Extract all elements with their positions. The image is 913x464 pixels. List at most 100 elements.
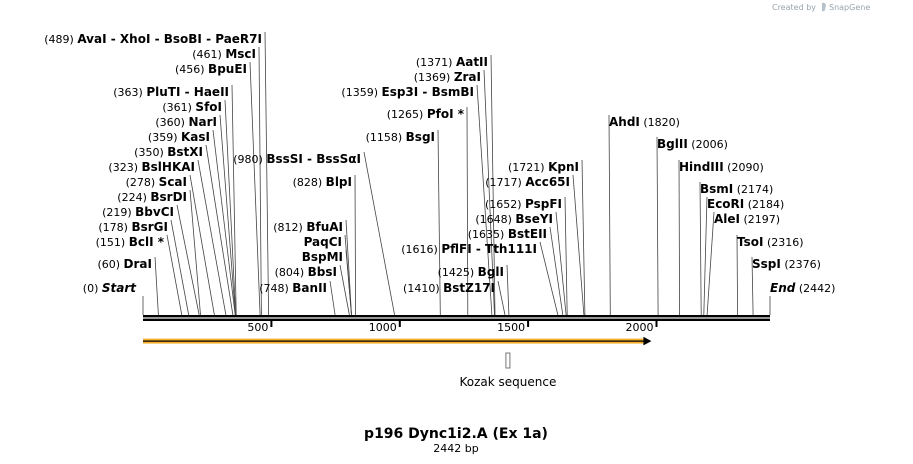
- enzyme-name[interactable]: BglI: [478, 265, 504, 279]
- site-label[interactable]: (748) BanII: [259, 281, 327, 295]
- site-label[interactable]: SspI (2376): [752, 257, 821, 271]
- enzyme-name[interactable]: BfuAI: [306, 220, 343, 234]
- site-label[interactable]: (804) BbsI: [275, 265, 337, 279]
- enzyme-name[interactable]: BstEII: [508, 227, 547, 241]
- site-label[interactable]: (1265) PfoI *: [387, 107, 465, 121]
- enzyme-name[interactable]: - BssSαI: [303, 152, 361, 166]
- site-label[interactable]: PaqCI: [304, 235, 342, 249]
- site-label[interactable]: (828) BlpI: [293, 175, 352, 189]
- enzyme-name[interactable]: BstXI: [167, 145, 203, 159]
- enzyme-name[interactable]: Esp3I: [382, 85, 419, 99]
- enzyme-name[interactable]: KasI: [181, 130, 210, 144]
- site-label[interactable]: (360) NarI: [155, 115, 217, 129]
- site-label[interactable]: AhdI (1820): [609, 115, 680, 129]
- site-label[interactable]: AleI (2197): [714, 212, 780, 226]
- site-label[interactable]: (1425) BglI: [438, 265, 504, 279]
- orf-arrow[interactable]: [143, 336, 652, 346]
- site-label[interactable]: (361) SfoI: [162, 100, 222, 114]
- site-label[interactable]: (363) PluTI - HaeII: [113, 85, 229, 99]
- site-label[interactable]: (1648) BseYI: [475, 212, 553, 226]
- site-label[interactable]: (1721) KpnI: [508, 160, 579, 174]
- site-label[interactable]: EcoRI (2184): [707, 197, 784, 211]
- enzyme-name[interactable]: BseYI: [515, 212, 553, 226]
- enzyme-name[interactable]: BglII: [657, 137, 688, 151]
- enzyme-name[interactable]: BsrGI: [131, 220, 168, 234]
- site-label[interactable]: (980) BssSI - BssSαI: [233, 152, 361, 166]
- enzyme-name[interactable]: AatII: [456, 55, 488, 69]
- enzyme-name[interactable]: AvaI: [77, 32, 106, 46]
- enzyme-name[interactable]: - HaeII: [180, 85, 229, 99]
- enzyme-name[interactable]: AleI: [714, 212, 740, 226]
- enzyme-name[interactable]: End: [770, 281, 796, 295]
- enzyme-name[interactable]: - BsoBI: [150, 32, 201, 46]
- enzyme-name[interactable]: PflFI: [441, 242, 471, 256]
- site-label[interactable]: (219) BbvCI: [102, 205, 174, 219]
- enzyme-name[interactable]: BspMI: [302, 250, 343, 264]
- enzyme-name[interactable]: BsrDI: [150, 190, 187, 204]
- site-label[interactable]: (224) BsrDI: [117, 190, 187, 204]
- site-label[interactable]: (1359) Esp3I - BsmBI: [341, 85, 474, 99]
- site-label[interactable]: (1158) BsgI: [366, 130, 435, 144]
- enzyme-name[interactable]: BbsI: [308, 265, 337, 279]
- enzyme-name[interactable]: DraI: [124, 257, 152, 271]
- site-label[interactable]: (323) BslHKAI: [108, 160, 195, 174]
- enzyme-name[interactable]: BslHKAI: [142, 160, 196, 174]
- enzyme-name[interactable]: PluTI: [146, 85, 180, 99]
- enzyme-name[interactable]: - PaeR7I: [202, 32, 262, 46]
- enzyme-name[interactable]: PfoI *: [427, 107, 465, 121]
- enzyme-name[interactable]: PaqCI: [304, 235, 342, 249]
- site-label[interactable]: (350) BstXI: [134, 145, 203, 159]
- site-label[interactable]: (1369) ZraI: [414, 70, 481, 84]
- enzyme-name[interactable]: - XhoI: [107, 32, 151, 46]
- site-label[interactable]: BsmI (2174): [700, 182, 773, 196]
- site-label[interactable]: (178) BsrGI: [98, 220, 168, 234]
- kozak-feature[interactable]: [505, 352, 511, 369]
- enzyme-name[interactable]: HindIII: [679, 160, 724, 174]
- site-label[interactable]: (812) BfuAI: [273, 220, 343, 234]
- enzyme-name[interactable]: TsoI: [737, 235, 763, 249]
- site-label[interactable]: (0) Start: [83, 281, 137, 295]
- site-label[interactable]: (489) AvaI - XhoI - BsoBI - PaeR7I: [44, 32, 262, 46]
- enzyme-name[interactable]: ScaI: [159, 175, 187, 189]
- enzyme-name[interactable]: AhdI: [609, 115, 640, 129]
- site-label[interactable]: BglII (2006): [657, 137, 728, 151]
- site-label[interactable]: (1635) BstEII: [468, 227, 547, 241]
- site-label[interactable]: TsoI (2316): [737, 235, 804, 249]
- enzyme-name[interactable]: BstZ17I: [443, 281, 495, 295]
- enzyme-name[interactable]: BclI *: [129, 235, 165, 249]
- site-label[interactable]: (1371) AatII: [416, 55, 488, 69]
- enzyme-name[interactable]: - BsmBI: [418, 85, 474, 99]
- enzyme-name[interactable]: SfoI: [195, 100, 222, 114]
- enzyme-name[interactable]: - Tth111I: [472, 242, 537, 256]
- site-label[interactable]: (359) KasI: [148, 130, 210, 144]
- site-label[interactable]: (461) MscI: [192, 47, 256, 61]
- site-leader: [483, 69, 495, 316]
- enzyme-name[interactable]: BanII: [292, 281, 327, 295]
- enzyme-name[interactable]: ZraI: [454, 70, 481, 84]
- enzyme-name[interactable]: BssSI: [266, 152, 303, 166]
- site-label[interactable]: (151) BclI *: [96, 235, 165, 249]
- enzyme-name[interactable]: BpuEI: [208, 62, 247, 76]
- enzyme-name[interactable]: BbvCI: [135, 205, 174, 219]
- enzyme-name[interactable]: NarI: [188, 115, 217, 129]
- enzyme-name[interactable]: PspFI: [525, 197, 562, 211]
- site-label[interactable]: HindIII (2090): [679, 160, 764, 174]
- enzyme-name[interactable]: BsgI: [406, 130, 435, 144]
- enzyme-name[interactable]: Acc65I: [525, 175, 570, 189]
- site-label[interactable]: (1717) Acc65I: [485, 175, 570, 189]
- enzyme-name[interactable]: MscI: [225, 47, 256, 61]
- enzyme-name[interactable]: Start: [102, 281, 137, 295]
- enzyme-name[interactable]: BlpI: [326, 175, 352, 189]
- enzyme-name[interactable]: SspI: [752, 257, 781, 271]
- site-label[interactable]: (1410) BstZ17I: [403, 281, 495, 295]
- site-label[interactable]: (456) BpuEI: [175, 62, 247, 76]
- enzyme-name[interactable]: BsmI: [700, 182, 733, 196]
- site-label[interactable]: (1616) PflFI - Tth111I: [401, 242, 537, 256]
- site-label[interactable]: (278) ScaI: [126, 175, 187, 189]
- site-label[interactable]: BspMI: [302, 250, 343, 264]
- site-label[interactable]: End (2442): [770, 281, 835, 295]
- site-label[interactable]: (1652) PspFI: [485, 197, 562, 211]
- enzyme-name[interactable]: KpnI: [548, 160, 579, 174]
- enzyme-name[interactable]: EcoRI: [707, 197, 744, 211]
- site-label[interactable]: (60) DraI: [97, 257, 152, 271]
